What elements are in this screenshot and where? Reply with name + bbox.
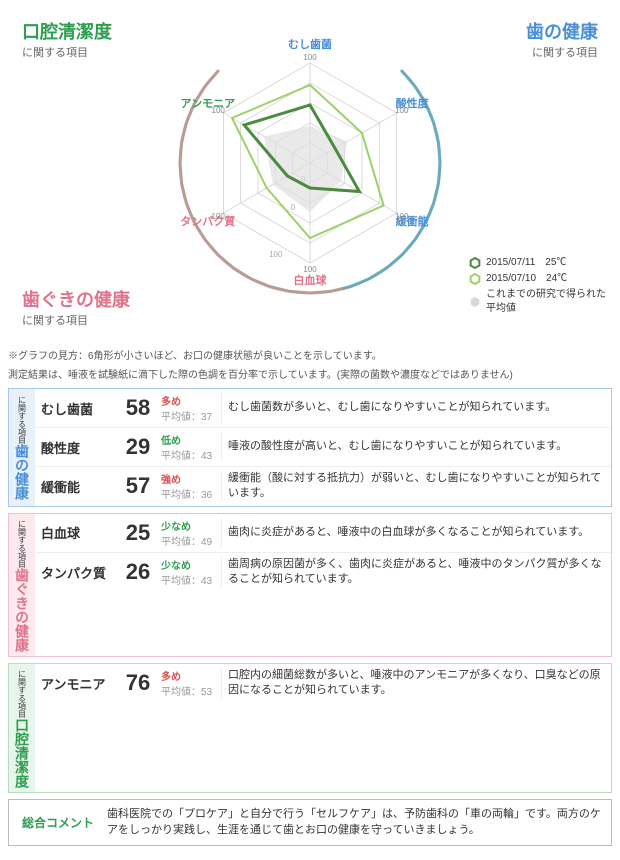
section-green: に関する項目口腔清潔度アンモニア76多め平均値：53口腔内の細菌総数が多いと、唾… (8, 663, 612, 793)
tab-title: 歯の健康 (12, 444, 32, 500)
metric-meta: 多め平均値：37 (161, 393, 221, 423)
corner-label-tooth: 歯の健康 に関する項目 (526, 18, 598, 60)
svg-text:100: 100 (212, 212, 226, 221)
svg-text:100: 100 (395, 106, 409, 115)
metric-name: 酸性度 (41, 432, 115, 462)
tab-sub: に関する項目 (17, 396, 28, 444)
svg-text:100: 100 (269, 250, 283, 259)
metric-row: タンパク質26少なめ平均値：43歯周病の原因菌が多く、歯肉に炎症があると、唾液中… (35, 553, 611, 592)
metric-meta: 多め平均値：53 (161, 668, 221, 699)
metric-desc: むし歯菌数が多いと、むし歯になりやすいことが知られています。 (221, 393, 605, 423)
metric-meta: 低め平均値：43 (161, 432, 221, 462)
radar-chart: 00100むし歯菌100酸性度100緩衝能100白血球100タンパク質100アン… (160, 8, 460, 321)
legend-item: 2015/07/10 24℃ (468, 272, 606, 286)
radar-chart-area: 口腔清潔度 に関する項目 歯の健康 に関する項目 歯ぐきの健康 に関する項目 0… (8, 8, 612, 348)
metric-row: 酸性度29低め平均値：43唾液の酸性度が高いと、むし歯になりやすいことが知られて… (35, 428, 611, 467)
corner-sub: に関する項目 (526, 44, 598, 60)
metric-name: 緩衝能 (41, 471, 115, 502)
metric-avg: 平均値：36 (161, 486, 221, 501)
svg-text:タンパク質: タンパク質 (180, 214, 235, 228)
metric-level: 少なめ (161, 557, 221, 572)
metric-avg: 平均値：53 (161, 683, 221, 698)
metric-meta: 少なめ平均値：49 (161, 518, 221, 548)
metric-level: 強め (161, 471, 221, 486)
metric-desc: 唾液の酸性度が高いと、むし歯になりやすいことが知られています。 (221, 432, 605, 462)
section-comment: 総合コメント 歯科医院での「プロケア」と自分で行う「セルフケア」は、予防歯科の「… (8, 799, 612, 846)
tab-sub: に関する項目 (17, 670, 28, 718)
metric-meta: 強め平均値：36 (161, 471, 221, 502)
metric-value: 26 (115, 557, 161, 588)
tab-title: 口腔清潔度 (12, 718, 32, 788)
note-graph: ※グラフの見方：6角形が小さいほど、お口の健康状態が良いことを示しています。 (8, 350, 612, 363)
section-tab: に関する項目口腔清潔度 (9, 664, 35, 792)
svg-text:100: 100 (303, 265, 317, 274)
metric-avg: 平均値：37 (161, 408, 221, 423)
metric-level: 多め (161, 393, 221, 408)
comment-text: 歯科医院での「プロケア」と自分で行う「セルフケア」は、予防歯科の「車の両輪」です… (101, 806, 605, 839)
corner-sub: に関する項目 (22, 44, 112, 60)
tab-sub: に関する項目 (17, 520, 28, 568)
metric-avg: 平均値：49 (161, 533, 221, 548)
metric-value: 58 (115, 393, 161, 423)
corner-title: 歯の健康 (526, 18, 598, 44)
section-tab: に関する項目歯ぐきの健康 (9, 514, 35, 656)
metric-value: 76 (115, 668, 161, 699)
svg-text:100: 100 (395, 212, 409, 221)
section-tab: に関する項目歯の健康 (9, 389, 35, 506)
metric-avg: 平均値：43 (161, 572, 221, 587)
metric-name: タンパク質 (41, 557, 115, 588)
metric-avg: 平均値：43 (161, 447, 221, 462)
corner-label-cleanliness: 口腔清潔度 に関する項目 (22, 18, 112, 60)
svg-text:アンモニア: アンモニア (181, 97, 236, 110)
metric-name: 白血球 (41, 518, 115, 548)
metric-row: むし歯菌58多め平均値：37むし歯菌数が多いと、むし歯になりやすいことが知られて… (35, 389, 611, 428)
metric-level: 多め (161, 668, 221, 683)
svg-text:100: 100 (212, 106, 226, 115)
corner-label-gum: 歯ぐきの健康 に関する項目 (22, 286, 130, 328)
metric-desc: 歯肉に炎症があると、唾液中の白血球が多くなることが知られています。 (221, 518, 605, 548)
metric-name: アンモニア (41, 668, 115, 699)
metric-level: 低め (161, 432, 221, 447)
section-blue: に関する項目歯の健康むし歯菌58多め平均値：37むし歯菌数が多いと、むし歯になり… (8, 388, 612, 507)
metric-value: 29 (115, 432, 161, 462)
legend-item: これまでの研究で得られた平均値 (468, 288, 606, 316)
metric-desc: 歯周病の原因菌が多く、歯肉に炎症があると、唾液中のタンパク質が多くなることが知ら… (221, 557, 605, 588)
metric-row: アンモニア76多め平均値：53口腔内の細菌総数が多いと、唾液中のアンモニアが多く… (35, 664, 611, 703)
metric-row: 緩衝能57強め平均値：36緩衝能（酸に対する抵抗力）が弱いと、むし歯になりやすい… (35, 467, 611, 506)
metric-desc: 口腔内の細菌総数が多いと、唾液中のアンモニアが多くなり、口臭などの原因になること… (221, 668, 605, 699)
note-measure: 測定結果は、唾液を試験紙に滴下した際の色調を百分率で示しています。(実際の菌数や… (8, 369, 612, 382)
metric-value: 25 (115, 518, 161, 548)
metric-value: 57 (115, 471, 161, 502)
tab-title: 歯ぐきの健康 (12, 568, 32, 652)
corner-title: 歯ぐきの健康 (22, 286, 130, 312)
svg-text:0: 0 (291, 203, 296, 212)
metric-name: むし歯菌 (41, 393, 115, 423)
metric-meta: 少なめ平均値：43 (161, 557, 221, 588)
corner-title: 口腔清潔度 (22, 18, 112, 44)
svg-text:白血球: 白血球 (294, 273, 328, 287)
svg-text:100: 100 (303, 53, 317, 62)
metric-level: 少なめ (161, 518, 221, 533)
legend: 2015/07/11 25℃ 2015/07/10 24℃ これまでの研究で得られた… (468, 256, 606, 318)
metric-desc: 緩衝能（酸に対する抵抗力）が弱いと、むし歯になりやすいことが知られています。 (221, 471, 605, 502)
comment-title: 総合コメント (15, 806, 101, 839)
corner-sub: に関する項目 (22, 312, 130, 328)
section-pink: に関する項目歯ぐきの健康白血球25少なめ平均値：49歯肉に炎症があると、唾液中の… (8, 513, 612, 657)
svg-text:むし歯菌: むし歯菌 (288, 37, 332, 51)
legend-item: 2015/07/11 25℃ (468, 256, 606, 270)
metric-row: 白血球25少なめ平均値：49歯肉に炎症があると、唾液中の白血球が多くなることが知… (35, 514, 611, 553)
